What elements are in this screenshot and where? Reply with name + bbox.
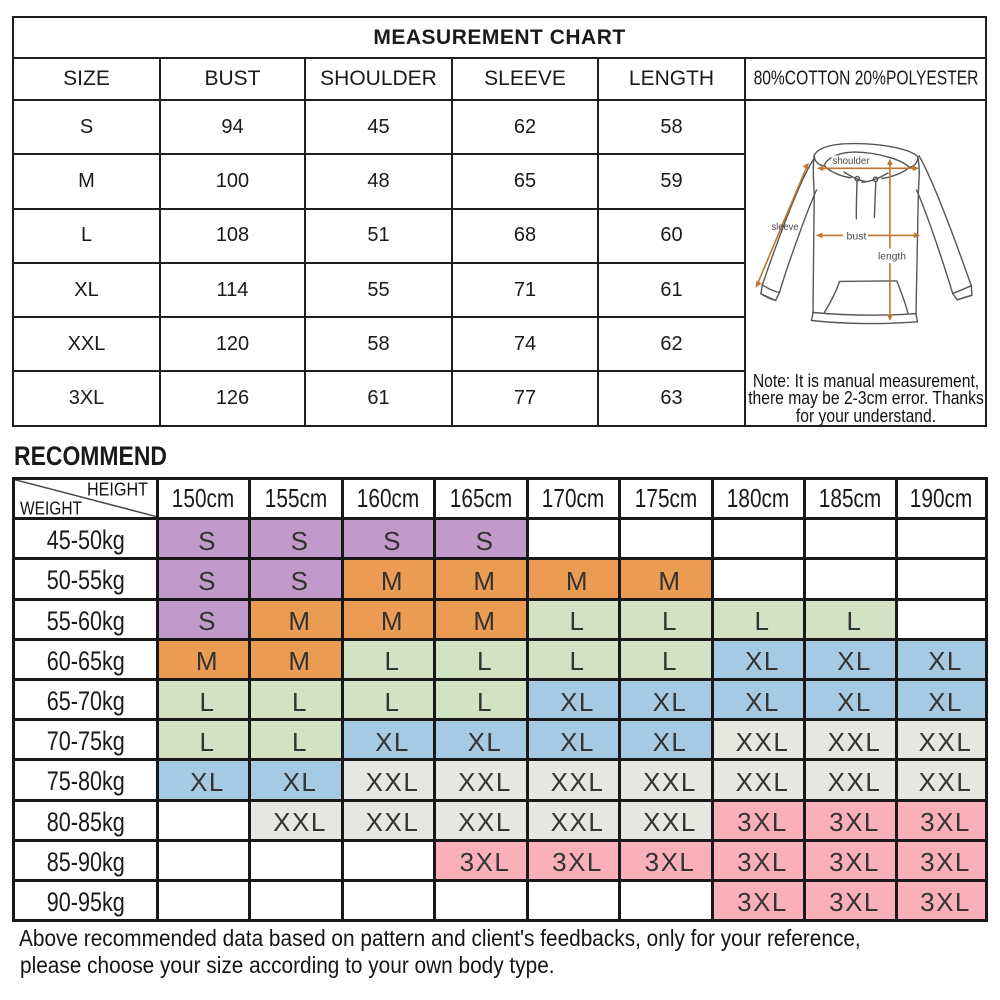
svg-text:bust: bust <box>847 231 867 242</box>
svg-text:WEIGHT: WEIGHT <box>20 499 82 519</box>
svg-text:sleeve: sleeve <box>772 222 799 233</box>
svg-text:shoulder: shoulder <box>833 156 871 167</box>
svg-text:length: length <box>878 252 906 263</box>
svg-text:HEIGHT: HEIGHT <box>87 480 148 500</box>
